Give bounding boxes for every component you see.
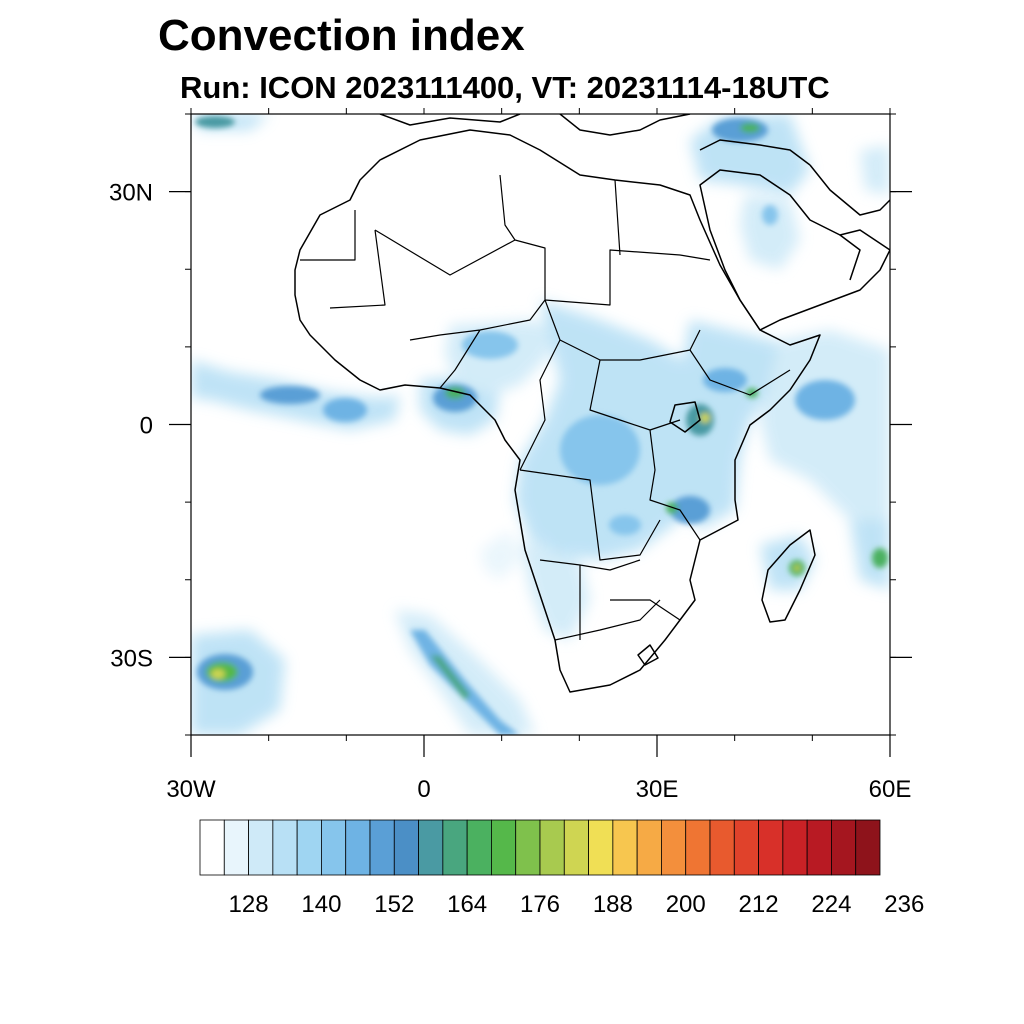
colorbar-label: 164	[447, 891, 487, 918]
coastlines	[294, 114, 890, 693]
colorbar-label: 176	[520, 891, 560, 918]
core-turkey	[712, 118, 768, 142]
colorbar-box	[539, 819, 565, 876]
colorbar-box	[321, 819, 347, 876]
core-uganda-yellow	[700, 413, 710, 423]
lat-tick-label: 30N	[109, 180, 153, 207]
saudi-arabia	[740, 195, 800, 270]
colorbar-box	[612, 819, 638, 876]
madagascar-cloud	[760, 535, 815, 590]
colorbar-box	[248, 819, 274, 876]
colorbar-box	[442, 819, 468, 876]
colorbar-box	[685, 819, 711, 876]
chart-subtitle: Run: ICON 2023111400, VT: 20231114-18UTC	[180, 70, 830, 105]
lon-tick-label: 30W	[166, 776, 216, 803]
madagascar-coastline	[761, 529, 816, 623]
colorbar-box	[782, 819, 808, 876]
lon-tick-label: 0	[417, 776, 430, 803]
colorbar-box	[369, 819, 395, 876]
colorbar-box	[345, 819, 371, 876]
core-mauritius	[872, 548, 888, 568]
ne-edge	[860, 145, 890, 195]
colorbar-box	[491, 819, 517, 876]
persian-gulf	[809, 164, 890, 281]
colorbar-box	[806, 819, 832, 876]
colorbar-box	[709, 819, 735, 876]
indian-ocean	[760, 330, 890, 520]
lat-tick-label: 0	[140, 413, 153, 440]
axes: 30W 0 30E 60E 30N 0 30S	[109, 108, 912, 803]
core-south-atlantic-green	[430, 655, 470, 700]
colorbar-box	[466, 819, 492, 876]
colorbar-label: 224	[811, 891, 851, 918]
colorbar-box	[831, 819, 857, 876]
atlantic-streak	[480, 530, 520, 580]
core-offshore-west	[323, 398, 367, 422]
lake-victoria	[669, 401, 701, 433]
convection-cores	[195, 116, 888, 735]
colorbar-box	[272, 819, 298, 876]
colorbar-box	[418, 819, 444, 876]
colorbar-label: 212	[739, 891, 779, 918]
colorbar-box	[661, 819, 687, 876]
core-tanzania	[670, 496, 710, 524]
colorbar-box	[296, 819, 322, 876]
core-ethiopia	[703, 368, 747, 392]
core-ethiopia-green	[746, 388, 758, 398]
africa-borders	[300, 174, 791, 641]
arabia-coastline	[699, 169, 890, 331]
colorbar-box	[515, 819, 541, 876]
colorbar-box	[758, 819, 784, 876]
colorbar-box	[588, 819, 614, 876]
mauritius-cloud	[850, 520, 890, 590]
colorbar-label: 128	[229, 891, 269, 918]
colorbar-box	[563, 819, 589, 876]
core-sahel	[462, 331, 518, 359]
lon-tick-label: 60E	[869, 776, 912, 803]
colorbar: 128 140 152 164 176 188 200 212 224 236	[199, 819, 924, 918]
lat-tick-label: 30S	[110, 645, 153, 672]
core-north-edge	[195, 116, 235, 128]
colorbar-label: 188	[593, 891, 633, 918]
colorbar-label: 200	[666, 891, 706, 918]
colorbar-label: 152	[374, 891, 414, 918]
core-indian-ocean	[795, 380, 855, 420]
lesotho	[637, 644, 659, 666]
colorbar-label: 236	[884, 891, 924, 918]
colorbar-box	[855, 819, 881, 876]
colorbar-box	[733, 819, 759, 876]
mediterranean-north	[379, 114, 811, 166]
core-tanzania-green	[666, 502, 678, 514]
lon-tick-label: 30E	[636, 776, 679, 803]
core-sw-atlantic-yellow	[211, 669, 225, 679]
colorbar-label: 140	[301, 891, 341, 918]
east-africa	[680, 320, 790, 530]
core-madagascar-yellow	[794, 565, 800, 571]
chart-title: Convection index	[158, 11, 525, 60]
core-congo	[560, 415, 640, 485]
colorbar-box	[223, 819, 249, 876]
map-plot-area	[191, 114, 890, 735]
core-zambia	[609, 515, 641, 535]
core-turkey-green	[740, 123, 760, 133]
colorbar-box	[636, 819, 662, 876]
southern-africa	[520, 540, 590, 640]
colorbar-box	[393, 819, 419, 876]
colorbar-box	[199, 819, 225, 876]
core-sierra-leone-offshore	[260, 386, 320, 404]
core-saudi	[762, 205, 778, 225]
